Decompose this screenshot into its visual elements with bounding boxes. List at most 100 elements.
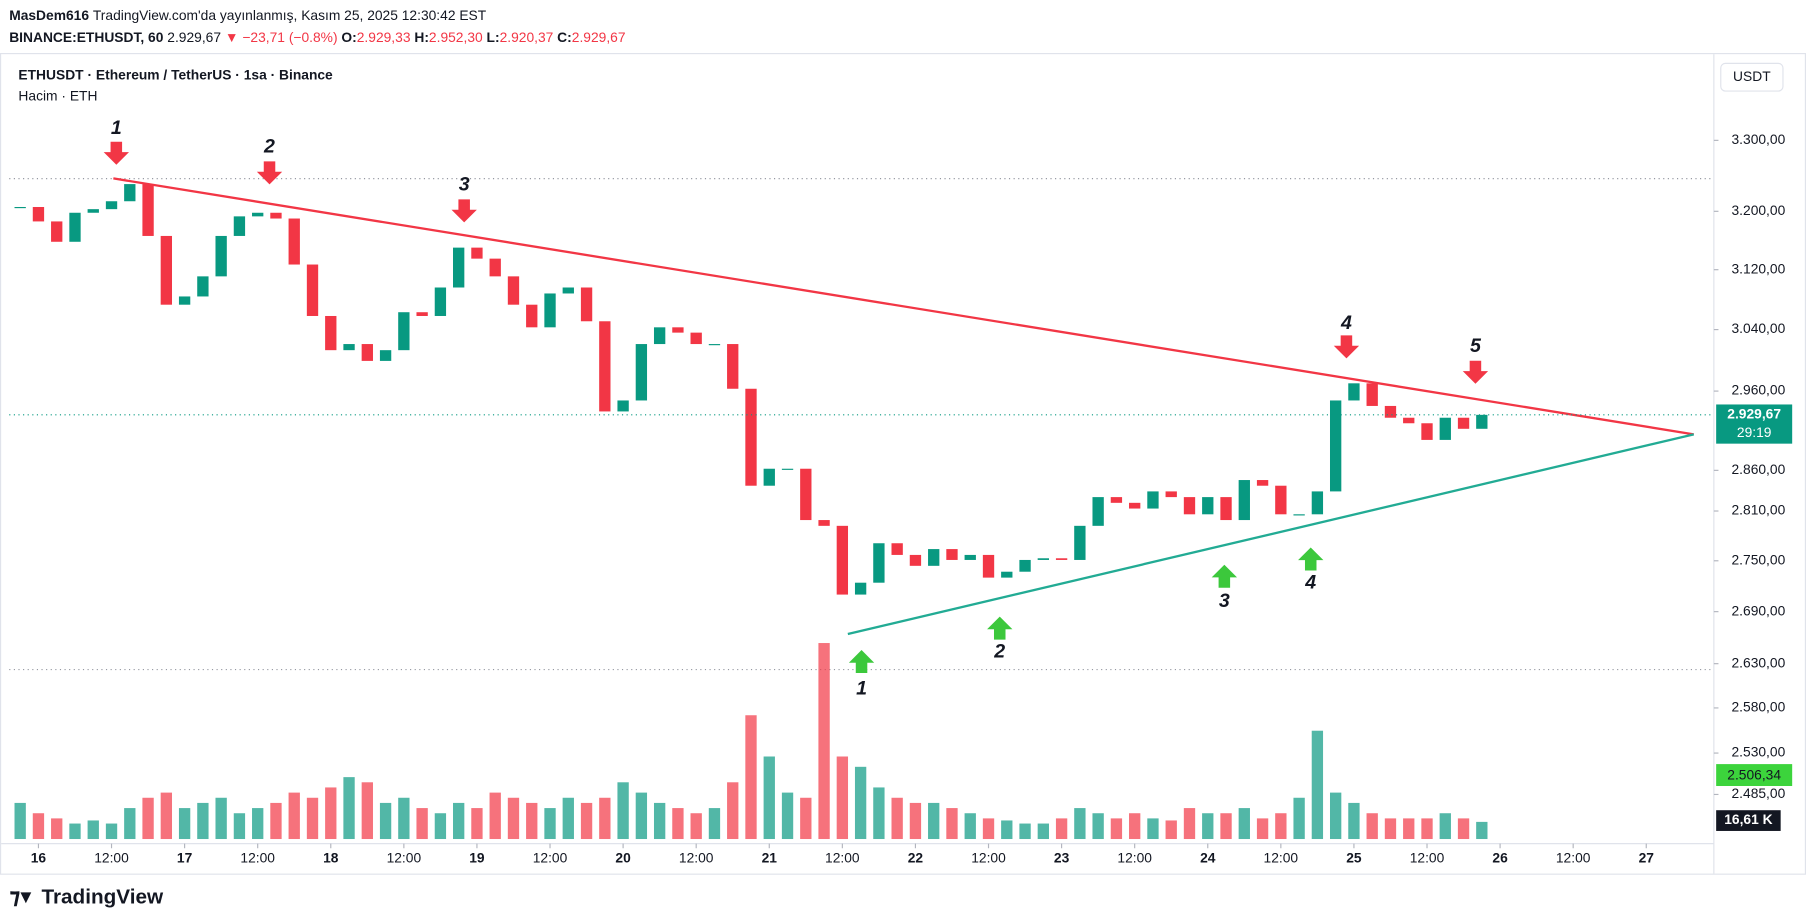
candle (982, 554, 995, 578)
x-tick-label: 17 (177, 849, 193, 865)
volume-bar (1147, 818, 1159, 840)
candle (197, 276, 209, 297)
y-tick-label: 3.120,00 (1732, 260, 1786, 276)
volume-bar (1238, 808, 1250, 840)
volume-bar (87, 820, 99, 840)
candle (1019, 559, 1031, 572)
candle (1238, 480, 1250, 521)
change: ▼ −23,71 (−0.8%) (225, 29, 338, 45)
volume-bar (562, 797, 574, 840)
published: TradingView.com'da yayınlanmış, Kasım 25… (93, 7, 487, 23)
volume-bar (69, 823, 81, 840)
x-tick-label: 19 (469, 849, 485, 865)
candle (708, 344, 721, 346)
l: 2.920,37 (500, 29, 554, 45)
volume-bar (1366, 813, 1378, 840)
candle (909, 554, 922, 566)
volume-bar (727, 782, 739, 840)
volume-bar (891, 797, 903, 840)
volume-bar (1275, 813, 1287, 840)
volume-bar (1055, 818, 1068, 840)
candle (1001, 571, 1013, 578)
x-tick-label: 12:00 (1410, 849, 1445, 865)
plot: 3.300,00 3.200,00 3.120,00 3.040,00 2.960,00… (9, 117, 1786, 865)
volume-bar (1403, 818, 1415, 840)
volume-bar (1037, 823, 1049, 840)
volume-bar (544, 808, 556, 840)
volume-bar (32, 813, 45, 840)
volume-bar (982, 818, 995, 840)
candle (800, 468, 812, 521)
x-tick-label: 12:00 (1264, 849, 1299, 865)
candle (1457, 417, 1470, 429)
candle (580, 287, 593, 322)
candle (471, 247, 483, 259)
volume-bar (1001, 820, 1013, 840)
volume-box (1716, 810, 1781, 831)
volume-bar (343, 777, 355, 840)
candle (1147, 491, 1159, 509)
candle (672, 327, 684, 333)
volume-bar (14, 802, 26, 840)
volume-bar (599, 797, 611, 840)
candle (727, 344, 739, 389)
x-tick-label: 12:00 (825, 849, 860, 865)
arrow-marker (103, 141, 129, 165)
candle (964, 554, 976, 560)
volume-bar (708, 808, 721, 840)
y-tick-label: 2.580,00 (1732, 699, 1786, 715)
annotation-label: 3 (459, 174, 470, 196)
volume-bar (178, 808, 191, 840)
candle (252, 212, 264, 217)
annotation-label: 1 (111, 117, 122, 139)
candle (434, 287, 447, 316)
candle (124, 184, 136, 202)
annotation-label: 2 (263, 136, 275, 158)
candle (69, 212, 81, 242)
x-tick-label: 12:00 (387, 849, 422, 865)
candle (818, 520, 830, 526)
volume-bar (745, 715, 757, 840)
candle (1074, 525, 1086, 560)
volume-bar (653, 802, 666, 840)
price-box (1716, 404, 1793, 444)
candle (1055, 558, 1068, 560)
candle (928, 549, 940, 566)
candle (379, 350, 392, 361)
x-tick-label: 22 (908, 849, 924, 865)
volume-bar (453, 802, 465, 840)
annotation-label: 4 (1340, 312, 1352, 334)
candle (1165, 491, 1177, 498)
y-tick-label: 2.630,00 (1732, 654, 1786, 670)
arrow-marker (451, 199, 477, 223)
h: 2.952,30 (429, 29, 483, 45)
volume-bar (124, 808, 136, 840)
candle (599, 321, 611, 412)
volume-bar (1384, 818, 1397, 840)
volume-bar (471, 808, 483, 840)
l-label: L: (487, 29, 500, 45)
candle (453, 247, 465, 288)
volume-bar (1348, 802, 1360, 840)
volume-bar (1476, 821, 1488, 840)
volume-bar (909, 802, 922, 840)
volume-bar (1165, 820, 1177, 840)
volume-bar (964, 813, 976, 840)
candle (507, 276, 520, 305)
volume-bar (233, 813, 246, 840)
y-tick-label: 2.810,00 (1732, 502, 1786, 518)
volume-bar (1092, 813, 1104, 840)
currency-button[interactable] (1720, 62, 1784, 92)
header-line-1: MasDem616 TradingView.com'da yayınlanmış… (9, 7, 487, 23)
volume-bar (1074, 808, 1086, 840)
volume-bar (1329, 792, 1342, 840)
candle (343, 344, 355, 351)
currency[interactable]: USDT (1733, 68, 1771, 84)
volume-bar (252, 808, 264, 840)
candle (489, 258, 501, 277)
arrow-marker (1298, 547, 1324, 571)
candle (1384, 405, 1397, 418)
candle (1329, 400, 1342, 492)
candle (51, 221, 63, 242)
x-tick-label: 12:00 (94, 849, 129, 865)
